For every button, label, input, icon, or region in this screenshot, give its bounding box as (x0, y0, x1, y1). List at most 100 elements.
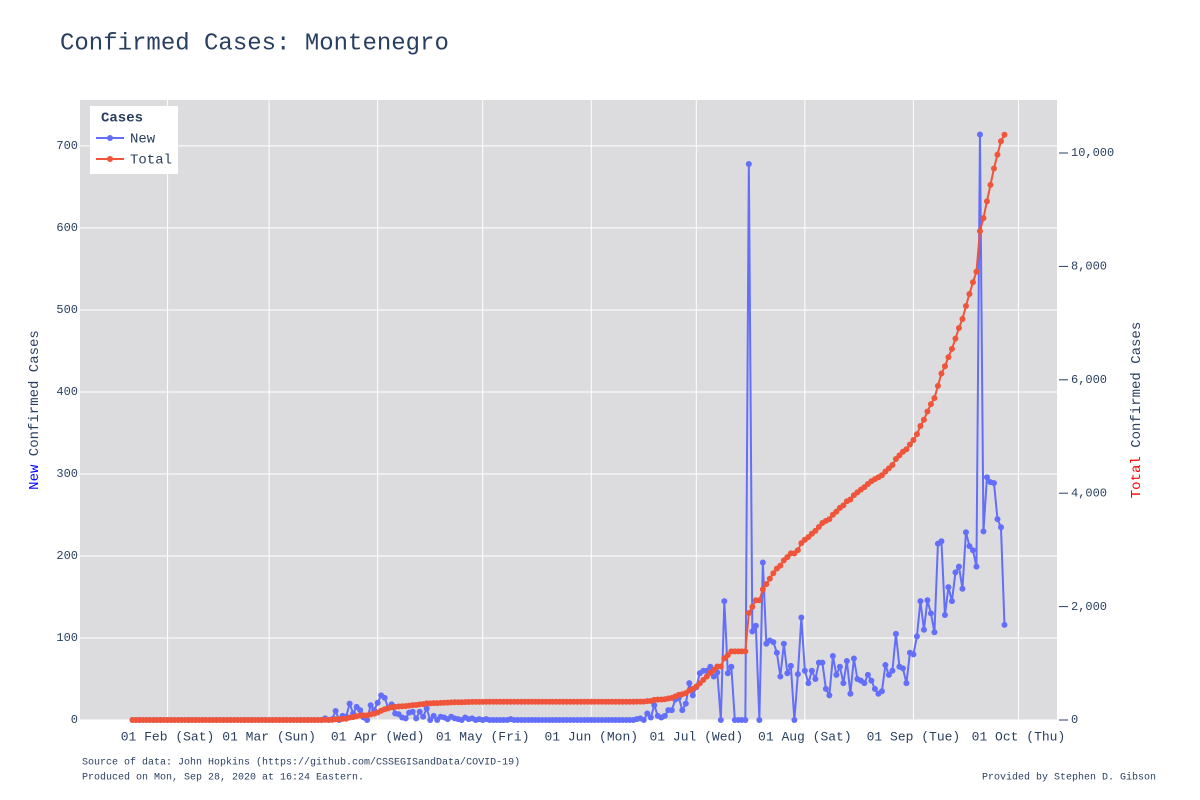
series-marker (805, 680, 812, 687)
series-marker (787, 662, 794, 669)
series-marker (983, 198, 990, 205)
series-marker (948, 598, 955, 605)
series-marker (924, 408, 931, 415)
series-marker (728, 663, 735, 670)
series-marker (910, 437, 917, 444)
series-marker (686, 680, 693, 687)
series-marker (843, 657, 850, 664)
series-marker (955, 563, 962, 570)
series-marker (899, 665, 906, 672)
series-marker (661, 712, 668, 719)
series-marker (745, 609, 752, 616)
series-marker (822, 685, 829, 692)
series-marker (801, 667, 808, 674)
series-marker (812, 675, 819, 682)
series-marker (962, 302, 969, 309)
y-tick-label: 0 (71, 713, 78, 727)
series-marker (756, 717, 763, 723)
series-marker (717, 717, 724, 723)
marks (129, 131, 1008, 723)
series-marker (997, 138, 1004, 145)
series-marker (745, 160, 752, 167)
series-marker (861, 680, 868, 687)
legend-title: Cases (101, 111, 143, 127)
y-tick-label: 400 (56, 385, 78, 399)
chart-title: Confirmed Cases: Montenegro (60, 30, 449, 57)
y2-tick-label: 10,000 (1071, 146, 1114, 160)
series-marker (777, 562, 784, 569)
series-marker (892, 630, 899, 637)
series-marker (364, 717, 371, 723)
series-marker (966, 290, 973, 297)
series-marker (889, 461, 896, 468)
series-marker (1001, 621, 1008, 628)
series-marker (931, 395, 938, 402)
y2-tick-label: 4,000 (1071, 486, 1107, 500)
series-marker (798, 614, 805, 621)
legend-marker (107, 135, 113, 141)
legend-box (90, 106, 178, 174)
y2-tick-label: 6,000 (1071, 373, 1107, 387)
series-marker (682, 700, 689, 707)
series-marker (381, 694, 388, 701)
series-marker (910, 651, 917, 658)
series-marker (357, 707, 364, 714)
y2-tick-label: 2,000 (1071, 600, 1107, 614)
series-marker (752, 622, 759, 629)
series-marker (850, 655, 857, 662)
series-marker (966, 543, 973, 550)
legend-label: Total (130, 153, 172, 169)
series-marker (889, 667, 896, 674)
series-marker (794, 547, 801, 554)
series-marker (973, 563, 980, 570)
x-tick-label: 01 Jun (Mon) (544, 729, 638, 744)
footer-credit: Provided by Stephen D. Gibson (982, 772, 1156, 784)
series-marker (990, 165, 997, 172)
series-marker (423, 705, 430, 712)
footer-produced: Produced on Mon, Sep 28, 2020 at 16:24 E… (82, 772, 364, 784)
series-marker (952, 569, 959, 576)
series-marker (413, 715, 420, 722)
series-marker (826, 516, 833, 523)
y2-axis-title-highlight: Total (1129, 456, 1145, 498)
series-marker (882, 662, 889, 669)
series-marker (973, 268, 980, 275)
x-tick-label: 01 Feb (Sat) (121, 729, 215, 744)
series-marker (868, 677, 875, 684)
y-tick-label: 700 (56, 139, 78, 153)
y-tick-label: 300 (56, 467, 78, 481)
series-marker (766, 575, 773, 582)
series-marker (878, 688, 885, 695)
legend: Cases New Total (90, 106, 178, 174)
series-marker (959, 315, 966, 322)
series-marker (920, 626, 927, 633)
series-marker (903, 446, 910, 453)
series-marker (346, 700, 353, 707)
series-marker (819, 659, 826, 666)
series-marker (812, 527, 819, 534)
series-marker (784, 554, 791, 561)
series-marker (952, 335, 959, 342)
series-marker (647, 714, 654, 721)
series-marker (777, 673, 784, 680)
y-tick-label: 500 (56, 303, 78, 317)
series-marker (976, 131, 983, 138)
series-marker (651, 702, 658, 709)
series-marker (759, 586, 766, 593)
series-marker (941, 363, 948, 370)
series-marker (927, 401, 934, 408)
series-marker (640, 717, 647, 723)
series-marker (374, 699, 381, 706)
x-tick-label: 01 Aug (Sat) (758, 729, 852, 744)
x-tick-label: 01 May (Fri) (436, 729, 530, 744)
series-marker (934, 382, 941, 389)
series-marker (791, 717, 798, 723)
series-marker (987, 181, 994, 188)
series-marker (402, 715, 409, 722)
y2-tick-label: 0 (1071, 713, 1078, 727)
legend-label: New (130, 132, 156, 148)
series-marker (962, 529, 969, 536)
series-marker (1001, 131, 1008, 138)
series-marker (871, 685, 878, 692)
